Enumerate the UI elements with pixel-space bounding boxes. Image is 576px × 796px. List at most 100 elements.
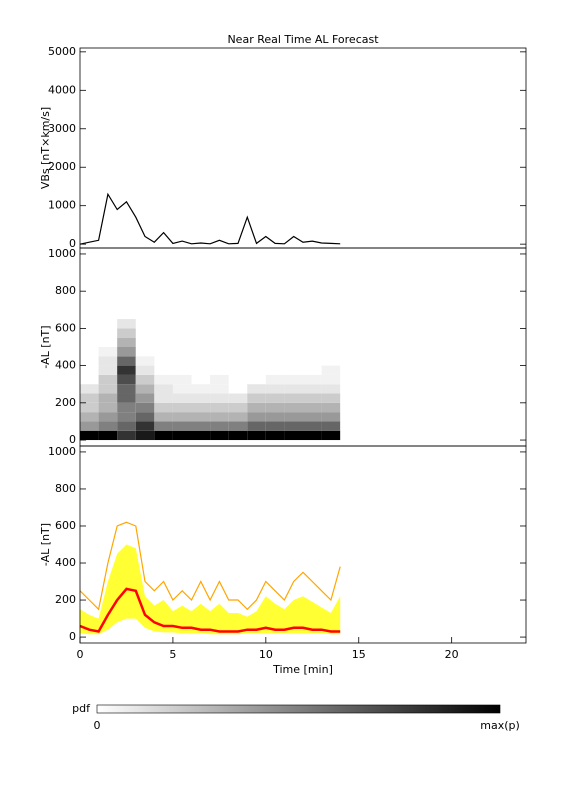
heatmap-cell: [303, 412, 322, 422]
heatmap-cell: [321, 421, 341, 431]
heatmap-cell: [135, 393, 155, 403]
y-tick-label: 1000: [48, 199, 76, 212]
heatmap-cell: [172, 412, 192, 422]
y-tick-label: 0: [69, 433, 76, 446]
heatmap-cell: [98, 430, 118, 441]
heatmap-cell: [228, 412, 248, 422]
heatmap-cell: [98, 356, 118, 366]
heatmap-cell: [228, 402, 248, 413]
data-line: [79, 521, 341, 611]
y-axis-label: VBs [nT×km/s]: [39, 107, 52, 189]
plot-frame: [79, 47, 527, 249]
data-line: [79, 587, 341, 633]
heatmap-cell: [191, 402, 211, 413]
heatmap-cell: [154, 384, 173, 394]
heatmap-cell: [135, 430, 155, 441]
heatmap-cell: [284, 374, 303, 385]
heatmap-cell: [284, 412, 303, 422]
heatmap-cell: [284, 402, 303, 413]
heatmap-cell: [265, 384, 285, 394]
heatmap-cell: [210, 421, 229, 431]
y-tick-label: 1000: [48, 445, 76, 458]
heatmap-cell: [98, 402, 118, 413]
y-tick-label: 2000: [48, 160, 76, 173]
heatmap-cell: [98, 347, 118, 357]
heatmap-cell: [117, 319, 136, 329]
heatmap-cell: [210, 412, 229, 422]
x-axis-label: Time [min]: [272, 663, 333, 676]
heatmap-cell: [191, 384, 211, 394]
y-tick-label: 5000: [48, 45, 76, 58]
heatmap-cell: [247, 430, 266, 441]
heatmap-cell: [210, 374, 229, 385]
heatmap-cell: [154, 430, 173, 441]
heatmap-cell: [98, 384, 118, 394]
heatmap-cell: [247, 402, 266, 413]
heatmap-cell: [321, 412, 341, 422]
plot-frame: [79, 445, 527, 644]
colorbar-label: pdf: [72, 702, 91, 715]
heatmap-cell: [210, 402, 229, 413]
heatmap-cell: [265, 402, 285, 413]
heatmap-cell: [303, 393, 322, 403]
x-tick-label: 15: [352, 648, 366, 661]
x-tick-label: 0: [77, 648, 84, 661]
heatmap-cell: [191, 393, 211, 403]
heatmap-cell: [117, 421, 136, 431]
heatmap-cell: [117, 412, 136, 422]
y-tick-label: 600: [55, 321, 76, 334]
y-tick-label: 0: [69, 630, 76, 643]
heatmap-cell: [284, 384, 303, 394]
heatmap-cell: [191, 412, 211, 422]
heatmap-cell: [98, 365, 118, 375]
y-tick-label: 400: [55, 359, 76, 372]
heatmap-cell: [117, 430, 136, 441]
y-axis-label: -AL [nT]: [39, 325, 52, 368]
heatmap-cell: [80, 393, 99, 403]
heatmap-cell: [210, 384, 229, 394]
heatmap-cell: [303, 421, 322, 431]
heatmap-cell: [117, 393, 136, 403]
heatmap-cell: [210, 393, 229, 403]
heatmap-cell: [284, 421, 303, 431]
heatmap-cell: [210, 430, 229, 441]
heatmap-cell: [265, 412, 285, 422]
y-tick-label: 800: [55, 482, 76, 495]
heatmap-cell: [117, 374, 136, 385]
heatmap-cell: [284, 430, 303, 441]
heatmap-cell: [98, 421, 118, 431]
x-tick-label: 5: [169, 648, 176, 661]
heatmap-cell: [80, 384, 99, 394]
heatmap-cell: [154, 412, 173, 422]
heatmap-cell: [135, 374, 155, 385]
colorbar-max: max(p): [480, 719, 520, 732]
heatmap-cell: [154, 421, 173, 431]
heatmap-cell: [247, 412, 266, 422]
heatmap-cell: [154, 393, 173, 403]
heatmap-cell: [172, 421, 192, 431]
heatmap-cell: [321, 393, 341, 403]
heatmap-cell: [117, 384, 136, 394]
heatmap-cell: [228, 430, 248, 441]
heatmap-cell: [191, 421, 211, 431]
heatmap-cell: [80, 430, 99, 441]
y-tick-label: 1000: [48, 247, 76, 260]
y-tick-label: 3000: [48, 122, 76, 135]
heatmap-cell: [321, 365, 341, 375]
heatmap-cell: [321, 402, 341, 413]
heatmap-cell: [98, 374, 118, 385]
colorbar: [96, 704, 501, 714]
y-tick-label: 4000: [48, 83, 76, 96]
heatmap-cell: [135, 365, 155, 375]
x-tick-label: 10: [259, 648, 273, 661]
heatmap-cell: [135, 402, 155, 413]
heatmap-cell: [172, 430, 192, 441]
heatmap-cell: [191, 430, 211, 441]
heatmap-cell: [284, 393, 303, 403]
heatmap-cell: [117, 337, 136, 347]
heatmap-cell: [172, 374, 192, 385]
heatmap-cell: [265, 421, 285, 431]
heatmap-cell: [98, 412, 118, 422]
heatmap-cell: [117, 347, 136, 357]
heatmap-cell: [154, 402, 173, 413]
